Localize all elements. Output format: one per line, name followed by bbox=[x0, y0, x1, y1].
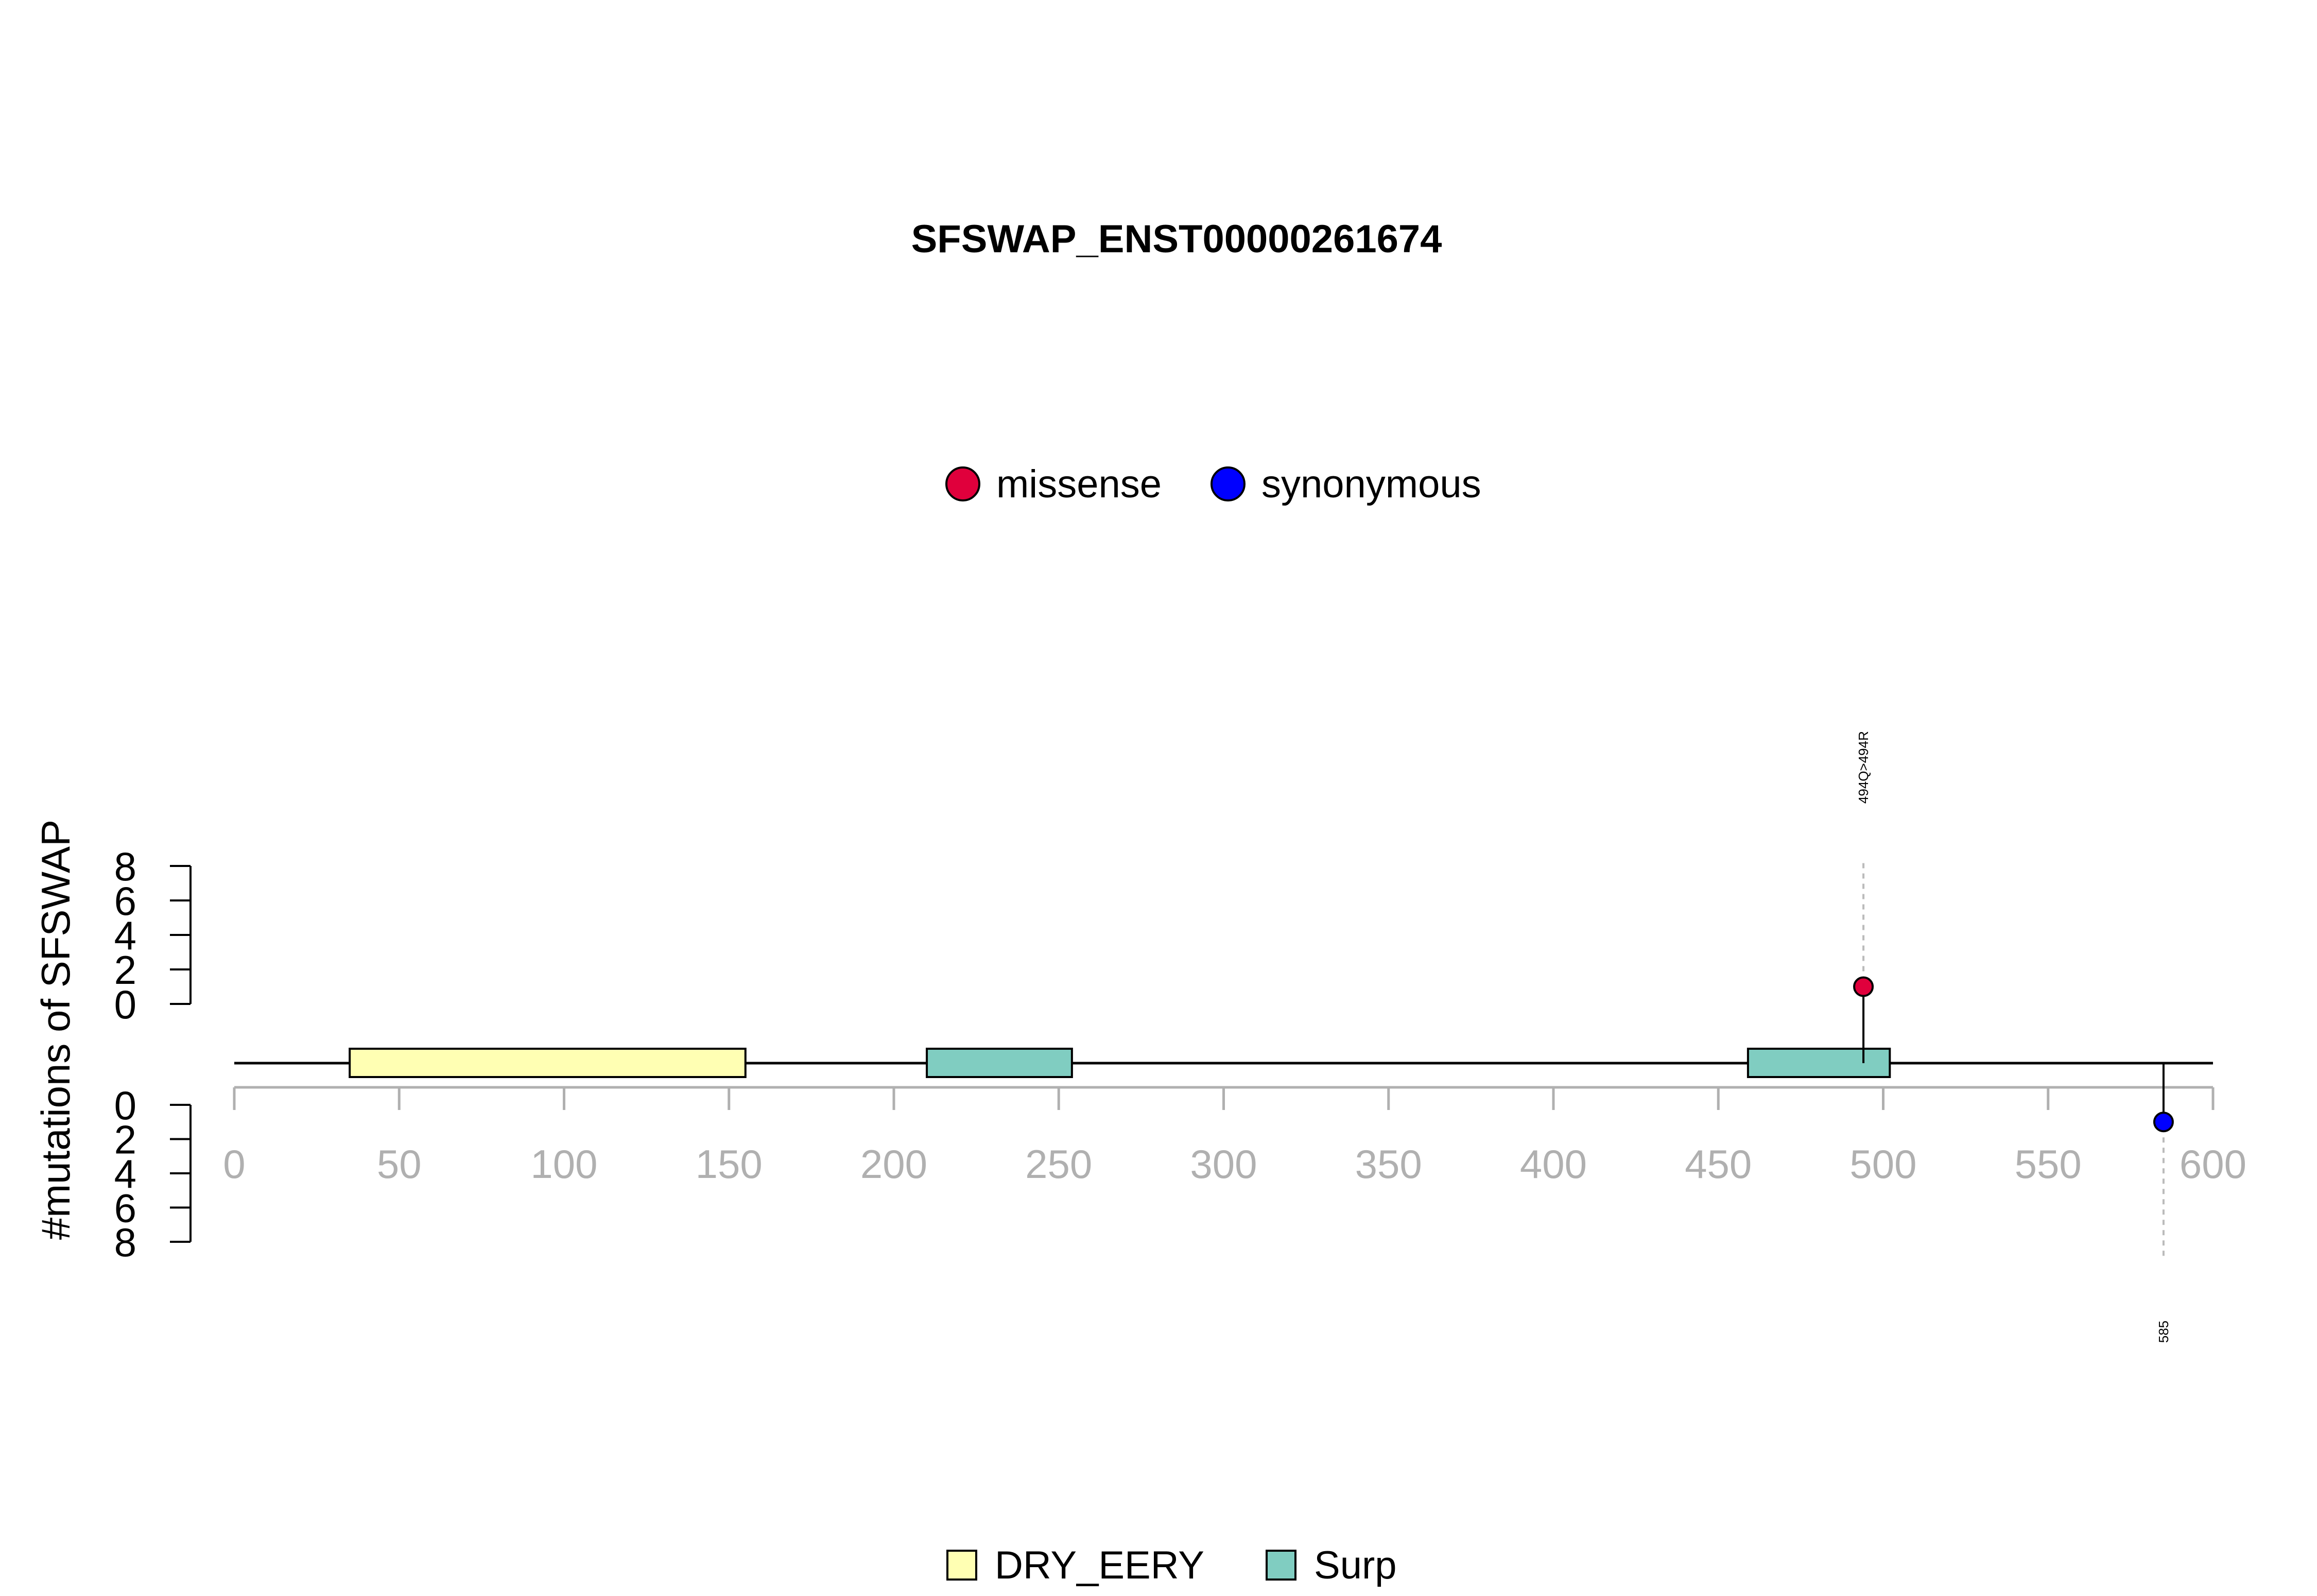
x-tick-label: 50 bbox=[377, 1141, 422, 1187]
y-tick-label-bottom: 2 bbox=[114, 1117, 136, 1163]
chart-title: SFSWAP_ENST00000261674 bbox=[911, 217, 1442, 261]
legend-swatch-DRY_EERY bbox=[946, 1550, 977, 1581]
y-tick-label-top: 4 bbox=[114, 913, 136, 958]
x-tick-label: 350 bbox=[1355, 1141, 1422, 1187]
legend-swatch-Surp bbox=[1266, 1550, 1296, 1581]
mutation-marker bbox=[1853, 976, 1874, 997]
mutations: 494Q>494R 585 bbox=[1853, 731, 2174, 1343]
domain-DRY_EERY bbox=[349, 1048, 747, 1078]
y-tick-label-top: 6 bbox=[114, 878, 136, 924]
legend-label-DRY_EERY: DRY_EERY bbox=[995, 1543, 1204, 1587]
x-tick-label: 600 bbox=[2180, 1141, 2246, 1187]
mutation-label: 585 bbox=[2156, 1321, 2171, 1343]
x-tick-label: 100 bbox=[530, 1141, 597, 1187]
x-tick-label: 250 bbox=[1025, 1141, 1092, 1187]
x-tick-label: 550 bbox=[2015, 1141, 2082, 1187]
x-tick-label: 400 bbox=[1520, 1141, 1587, 1187]
mutation-label: 494Q>494R bbox=[1856, 731, 1871, 804]
x-tick-label: 200 bbox=[860, 1141, 927, 1187]
y-tick-label-top: 8 bbox=[114, 844, 136, 889]
y-tick-label-bottom: 8 bbox=[114, 1220, 136, 1265]
domain-Surp bbox=[926, 1048, 1073, 1078]
y-tick-label-top: 2 bbox=[114, 947, 136, 993]
mutation-legend: missense synonymous bbox=[945, 462, 1481, 506]
mutation-synonymous: 585 bbox=[2153, 1063, 2174, 1343]
legend-label-missense: missense bbox=[996, 462, 1162, 506]
legend-marker-missense bbox=[945, 466, 980, 501]
legend-label-synonymous: synonymous bbox=[1261, 462, 1481, 506]
mutation-marker bbox=[2153, 1112, 2174, 1133]
y-axis-label: #mutations of SFSWAP bbox=[33, 820, 78, 1240]
domain-legend: DRY_EERY Surp bbox=[946, 1543, 1397, 1587]
legend-marker-synonymous bbox=[1211, 466, 1246, 501]
x-tick-label: 500 bbox=[1849, 1141, 1916, 1187]
domains bbox=[349, 1048, 1891, 1078]
x-tick-label: 0 bbox=[223, 1141, 245, 1187]
domain-Surp bbox=[1747, 1048, 1891, 1078]
y-tick-label-top: 0 bbox=[114, 982, 136, 1027]
x-tick-label: 450 bbox=[1685, 1141, 1752, 1187]
x-tick-label: 300 bbox=[1190, 1141, 1257, 1187]
y-tick-label-bottom: 0 bbox=[114, 1083, 136, 1128]
x-tick-label: 150 bbox=[696, 1141, 763, 1187]
y-tick-label-bottom: 6 bbox=[114, 1186, 136, 1231]
mutation-missense: 494Q>494R bbox=[1853, 731, 1874, 1063]
y-tick-label-bottom: 4 bbox=[114, 1151, 136, 1196]
x-axis: 0 50 100 150 200 250 300 350 400 450 500 550 600 bbox=[223, 1086, 2246, 1187]
legend-label-Surp: Surp bbox=[1314, 1543, 1397, 1587]
